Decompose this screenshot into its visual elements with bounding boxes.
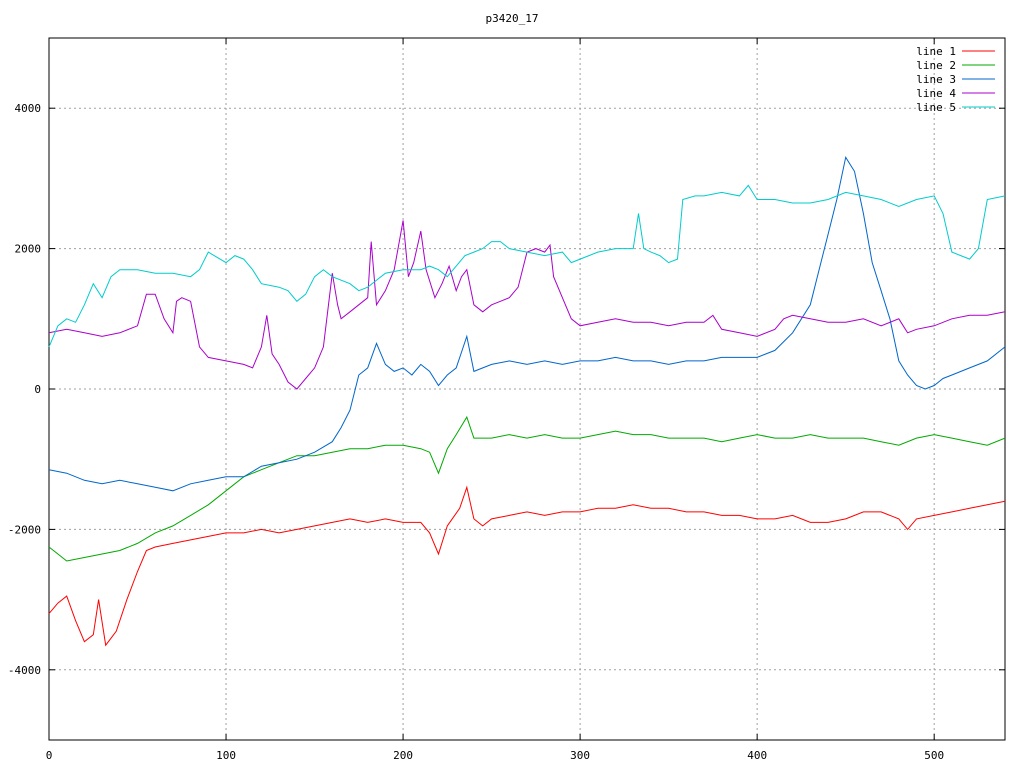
x-tick-label: 200: [393, 749, 413, 762]
y-tick-label: 2000: [15, 243, 42, 256]
y-tick-label: -2000: [8, 523, 41, 536]
x-tick-label: 500: [924, 749, 944, 762]
y-tick-label: 4000: [15, 102, 42, 115]
axes: 0 100 200 300 400 500 -4000 -2000 0 2000 4000: [8, 37, 1006, 762]
series-line-3: [48, 155, 1006, 492]
x-tick-label: 0: [46, 749, 53, 762]
legend-label-1: line 1: [916, 45, 956, 58]
y-tick-label: -4000: [8, 664, 41, 677]
legend-label-2: line 2: [916, 59, 956, 72]
series: [48, 155, 1006, 647]
chart-title: p3420_17: [486, 12, 539, 25]
grid: [49, 38, 1005, 740]
x-tick-label: 100: [216, 749, 236, 762]
plot-frame: [48, 37, 1006, 741]
y-tick-label: 0: [34, 383, 41, 396]
series-line-5: [48, 184, 1006, 348]
series-line-2: [48, 415, 1006, 562]
legend-label-3: line 3: [916, 73, 956, 86]
series-line-1: [48, 485, 1006, 647]
legend-label-5: line 5: [916, 101, 956, 114]
series-line-4: [48, 220, 1006, 390]
x-tick-label: 400: [747, 749, 767, 762]
x-tick-label: 300: [570, 749, 590, 762]
legend-label-4: line 4: [916, 87, 956, 100]
